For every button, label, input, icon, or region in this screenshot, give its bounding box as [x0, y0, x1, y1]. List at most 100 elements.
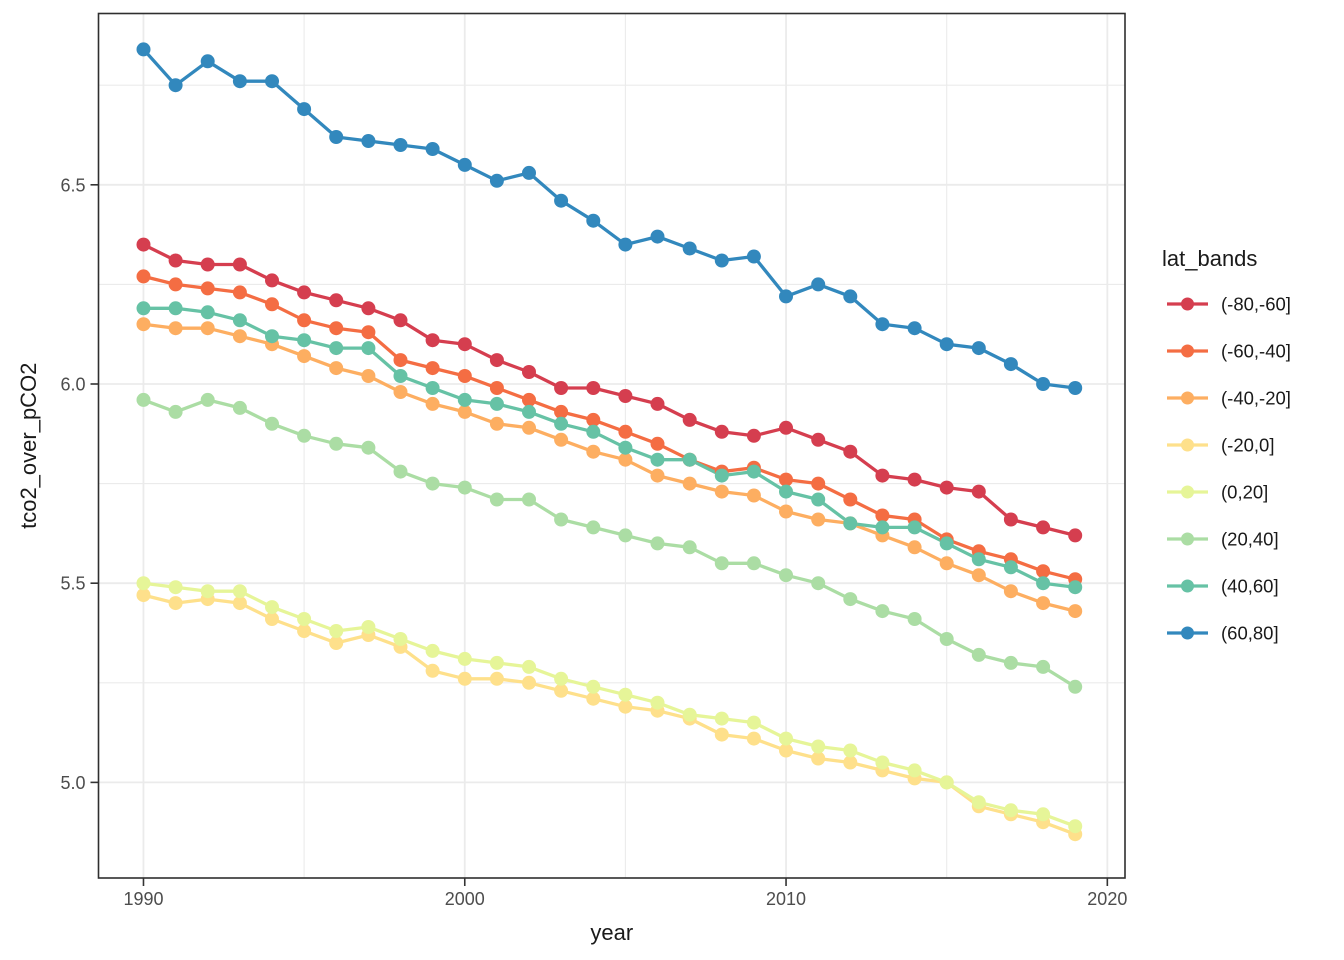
series-1-point-2001: [489, 381, 504, 395]
series-2-point-1990: [136, 317, 151, 332]
series-1-point-1997: [361, 325, 376, 340]
series-1-point-1998: [393, 353, 408, 368]
series-6-point-1994: [265, 329, 279, 344]
series-0-point-1995: [297, 285, 312, 300]
series-1-point-2011: [811, 476, 826, 491]
legend-key-point-icon-6: [1181, 579, 1194, 593]
series-0-point-1993: [232, 257, 247, 272]
series-4-point-2002: [522, 659, 536, 674]
series-6-point-2009: [746, 464, 761, 479]
series-1-point-2010: [779, 472, 793, 487]
series-7-point-2012: [843, 289, 858, 304]
series-5-point-2001: [489, 492, 504, 507]
series-0-point-2010: [779, 420, 793, 435]
panel-border: [97, 12, 1126, 879]
series-2-point-2009: [746, 488, 761, 503]
series-5-point-1996: [329, 436, 344, 451]
x-tick-label-2010: 2010: [766, 889, 806, 909]
series-3-point-2009: [746, 731, 761, 746]
series-1-point-2013: [875, 508, 890, 523]
legend-item-label-6: (40,60]: [1221, 576, 1279, 597]
series-7-point-1995: [297, 102, 312, 117]
series-5-point-1990: [136, 392, 151, 407]
series-5-point-1992: [200, 392, 215, 407]
series-4-point-1991: [168, 580, 183, 595]
series-4-point-2017: [1003, 803, 1018, 818]
series-5-point-2005: [618, 528, 633, 543]
series-6-point-2008: [714, 468, 729, 483]
series-5-point-1995: [297, 428, 312, 443]
series-4-point-1998: [393, 632, 408, 646]
series-0-point-2017: [1003, 512, 1018, 527]
series-5-point-2016: [971, 647, 986, 662]
series-6-point-1997: [361, 341, 376, 356]
series-5-point-1991: [168, 404, 183, 419]
series-6-point-2011: [811, 492, 826, 507]
series-3-point-2000: [457, 671, 472, 686]
series-3-point-1990: [136, 588, 151, 603]
series-2-point-2019: [1068, 604, 1083, 619]
y-tick-label-5: 5.0: [60, 773, 85, 793]
series-0-point-2019: [1068, 528, 1083, 543]
series-3-point-2004: [586, 691, 601, 706]
series-0-point-2006: [650, 396, 665, 411]
series-2-point-1996: [329, 361, 344, 376]
legend-item-label-4: (0,20]: [1221, 482, 1268, 503]
series-0-point-1991: [168, 253, 183, 268]
series-1-point-2002: [522, 392, 536, 407]
series-5-point-2008: [714, 556, 729, 571]
series-0-point-2013: [875, 468, 890, 483]
series-3-point-2001: [489, 671, 504, 686]
series-3-point-1991: [168, 596, 183, 611]
series-6-point-2007: [682, 452, 697, 467]
series-1-point-1993: [232, 285, 247, 300]
series-2-point-2007: [682, 476, 697, 491]
series-4-point-1995: [297, 612, 312, 626]
series-2-point-2000: [457, 404, 472, 419]
series-4-point-1994: [265, 600, 279, 615]
series-0-point-2003: [554, 381, 569, 395]
series-6-point-2005: [618, 440, 633, 455]
series-6-point-2018: [1036, 576, 1051, 591]
legend-item-label-0: (-80,-60]: [1221, 294, 1291, 315]
series-5-point-1997: [361, 440, 376, 455]
series-2-point-1998: [393, 385, 408, 399]
series-6-point-2012: [843, 516, 858, 531]
legend-item-label-2: (-40,-20]: [1221, 388, 1291, 409]
y-tick-label-6: 6.0: [60, 375, 85, 395]
series-6-point-2002: [522, 404, 536, 419]
series-6-point-2016: [971, 552, 986, 567]
x-tick-label-1990: 1990: [123, 889, 163, 909]
series-5-point-2013: [875, 604, 890, 619]
legend-item-label-1: (-60,-40]: [1221, 341, 1291, 362]
series-6-point-2013: [875, 520, 890, 535]
series-5-point-2007: [682, 540, 697, 555]
series-1-point-1999: [425, 361, 440, 376]
series-4-point-2008: [714, 711, 729, 726]
series-7-point-2001: [489, 173, 504, 188]
series-5-point-1998: [393, 464, 408, 479]
series-6-point-1991: [168, 301, 183, 316]
series-7-point-1994: [265, 74, 279, 89]
series-5-point-2002: [522, 492, 536, 507]
series-0-point-2007: [682, 412, 697, 427]
series-1-point-2004: [586, 412, 601, 427]
series-2-point-2017: [1003, 584, 1018, 599]
series-6-point-1992: [200, 305, 215, 320]
series-7-point-1998: [393, 138, 408, 152]
series-3-point-2010: [779, 743, 793, 758]
series-5-point-1994: [265, 416, 279, 431]
series-7-point-2019: [1068, 381, 1083, 395]
series-0-point-1994: [265, 273, 279, 288]
series-3-point-2008: [714, 727, 729, 742]
series-1-point-1994: [265, 297, 279, 312]
series-7-point-2008: [714, 253, 729, 268]
series-7-point-2007: [682, 241, 697, 256]
x-tick-label-2000: 2000: [445, 889, 485, 909]
legend-item-label-7: (60,80]: [1221, 623, 1279, 644]
series-4-point-2012: [843, 743, 858, 758]
series-0-point-1999: [425, 333, 440, 348]
series-6-point-1998: [393, 369, 408, 383]
series-3-point-1994: [265, 612, 279, 626]
series-7-point-2016: [971, 341, 986, 356]
